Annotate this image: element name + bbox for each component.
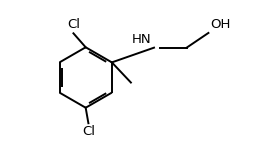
Text: Cl: Cl <box>67 18 80 31</box>
Text: Cl: Cl <box>82 125 95 138</box>
Text: OH: OH <box>211 18 231 31</box>
Text: HN: HN <box>131 33 151 46</box>
